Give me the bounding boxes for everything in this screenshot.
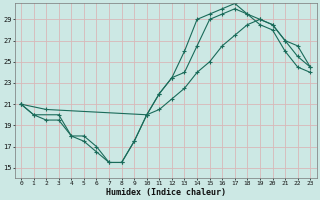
X-axis label: Humidex (Indice chaleur): Humidex (Indice chaleur): [106, 188, 226, 197]
